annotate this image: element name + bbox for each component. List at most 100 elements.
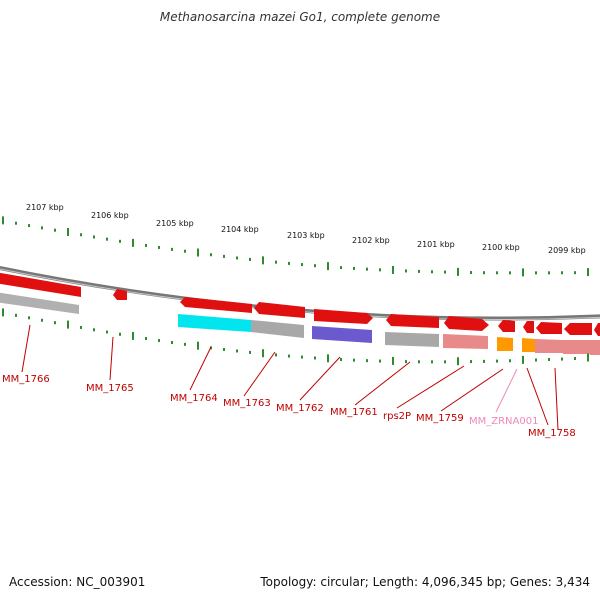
tick-mark bbox=[483, 359, 485, 363]
annotation-track bbox=[0, 292, 600, 355]
tick-mark bbox=[171, 247, 173, 251]
tick-mark bbox=[496, 359, 498, 363]
gene-mm1758-a[interactable] bbox=[536, 322, 562, 334]
label-mm-zrna001[interactable]: MM_ZRNA001 bbox=[469, 416, 538, 427]
tick-mark bbox=[418, 269, 420, 273]
tick-mark bbox=[301, 263, 303, 267]
gene-mm1758-b[interactable] bbox=[564, 323, 592, 335]
tick-mark bbox=[574, 271, 576, 275]
tick-mark bbox=[67, 227, 69, 236]
tick-mark bbox=[184, 249, 186, 253]
tick-mark bbox=[184, 342, 186, 346]
tick-mark bbox=[288, 261, 290, 265]
tick-mark bbox=[145, 243, 147, 247]
tick-mark bbox=[288, 354, 290, 358]
tick-mark bbox=[93, 328, 95, 332]
tick-mark bbox=[41, 226, 43, 230]
tick-mark bbox=[54, 321, 56, 325]
tick-mark bbox=[561, 271, 563, 275]
genome-stats: Topology: circular; Length: 4,096,345 bp… bbox=[260, 575, 590, 589]
tick-mark bbox=[119, 239, 121, 243]
label-mm1764[interactable]: MM_1764 bbox=[170, 393, 218, 404]
tick-mark bbox=[67, 320, 69, 329]
tick-mark bbox=[2, 216, 4, 225]
tick-mark bbox=[15, 313, 17, 317]
tick-mark bbox=[353, 358, 355, 362]
tick-mark bbox=[483, 271, 485, 275]
gene-mm1761[interactable] bbox=[386, 314, 439, 328]
tick-mark bbox=[535, 358, 537, 362]
tick-mark bbox=[392, 356, 394, 365]
accession-info: Accession: NC_003901 bbox=[9, 575, 146, 589]
tick-mark bbox=[93, 235, 95, 239]
kbp-label-2099: 2099 kbp bbox=[548, 246, 586, 255]
kbp-label-2106: 2106 kbp bbox=[91, 211, 129, 220]
label-mm1765[interactable]: MM_1765 bbox=[86, 383, 134, 394]
tick-mark bbox=[223, 347, 225, 351]
tick-mark bbox=[496, 271, 498, 275]
tick-mark bbox=[327, 354, 329, 363]
tick-mark bbox=[171, 340, 173, 344]
label-mm1758[interactable]: MM_1758 bbox=[528, 428, 576, 439]
tick-mark bbox=[106, 330, 108, 334]
tick-mark bbox=[132, 238, 134, 247]
tick-mark bbox=[548, 358, 550, 362]
tick-mark bbox=[587, 353, 589, 362]
label-leaders bbox=[21, 324, 559, 431]
tick-mark bbox=[392, 265, 394, 274]
tick-mark bbox=[28, 316, 30, 320]
tick-mark bbox=[249, 350, 251, 354]
tick-mark bbox=[301, 355, 303, 359]
tick-mark bbox=[119, 332, 121, 336]
tick-mark bbox=[236, 256, 238, 260]
tick-mark bbox=[431, 270, 433, 274]
label-mm1763[interactable]: MM_1763 bbox=[223, 398, 271, 409]
tick-mark bbox=[28, 224, 30, 228]
tick-mark bbox=[340, 266, 342, 270]
tick-mark bbox=[132, 331, 134, 340]
tick-mark bbox=[379, 268, 381, 272]
gene-mm1766[interactable] bbox=[0, 272, 81, 297]
tick-mark bbox=[15, 221, 17, 225]
label-rps2p[interactable]: rps2P bbox=[383, 411, 411, 422]
tick-mark bbox=[145, 337, 147, 341]
tick-mark bbox=[353, 266, 355, 270]
label-mm1762[interactable]: MM_1762 bbox=[276, 403, 324, 414]
tick-mark bbox=[548, 271, 550, 275]
tick-mark bbox=[522, 355, 524, 364]
label-mm1766[interactable]: MM_1766 bbox=[2, 374, 50, 385]
gene-rps2p[interactable] bbox=[444, 316, 489, 331]
gene-labels: MM_1766 MM_1765 MM_1764 MM_1763 MM_1762 … bbox=[2, 374, 576, 439]
gene-mm-zrna001[interactable] bbox=[523, 321, 534, 333]
gene-mm1759[interactable] bbox=[498, 320, 515, 332]
tick-mark bbox=[574, 357, 576, 361]
gene-mm1762[interactable] bbox=[314, 309, 373, 324]
map-title: Methanosarcina mazei Go1, complete genom… bbox=[159, 10, 441, 24]
kbp-label-2102: 2102 kbp bbox=[352, 236, 390, 245]
tick-mark bbox=[457, 267, 459, 276]
gene-mm1763[interactable] bbox=[254, 302, 305, 318]
tick-mark bbox=[80, 325, 82, 329]
tick-mark bbox=[249, 257, 251, 261]
tick-mark bbox=[470, 271, 472, 275]
tick-mark bbox=[457, 357, 459, 366]
label-mm1759[interactable]: MM_1759 bbox=[416, 413, 464, 424]
tick-mark bbox=[444, 270, 446, 274]
tick-mark bbox=[106, 237, 108, 241]
tick-mark bbox=[405, 269, 407, 273]
tick-mark bbox=[275, 353, 277, 357]
tick-mark bbox=[587, 268, 589, 277]
tick-mark bbox=[431, 360, 433, 364]
tick-mark bbox=[444, 360, 446, 364]
gene-mm1764[interactable] bbox=[180, 297, 252, 313]
kbp-label-2104: 2104 kbp bbox=[221, 225, 259, 234]
tick-mark bbox=[158, 339, 160, 343]
tick-mark bbox=[262, 349, 264, 358]
tick-mark bbox=[405, 360, 407, 364]
tick-mark bbox=[470, 360, 472, 364]
tick-mark bbox=[158, 245, 160, 249]
tick-mark bbox=[314, 356, 316, 360]
gene-mm1765[interactable] bbox=[113, 289, 127, 300]
label-mm1761[interactable]: MM_1761 bbox=[330, 407, 378, 418]
